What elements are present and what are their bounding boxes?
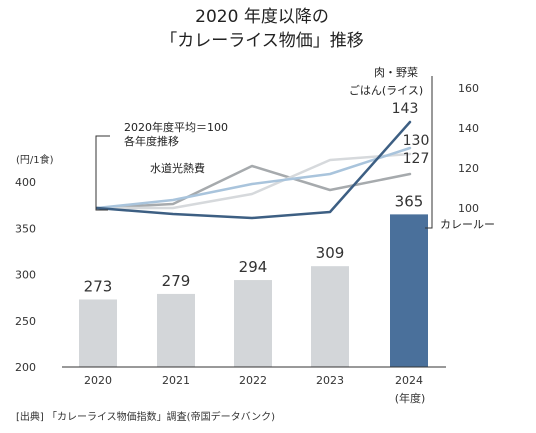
bar	[79, 299, 117, 367]
line-end-value: 127	[403, 151, 430, 167]
right-tick-label: 140	[458, 122, 479, 135]
x-tick-label: 2020	[84, 374, 112, 387]
bar	[234, 280, 272, 367]
series-line	[95, 164, 412, 210]
x-tick-label: 2023	[316, 374, 344, 387]
series-label: ごはん(ライス)	[349, 83, 423, 97]
left-tick-label: 200	[15, 361, 36, 374]
left-tick-label: 250	[15, 315, 36, 328]
series-label: 水道光熱費	[150, 161, 205, 175]
bar-value-label: 309	[316, 244, 345, 262]
right-tick-label: 120	[458, 162, 479, 175]
left-tick-label: 350	[15, 222, 36, 235]
x-tick-label: 2024	[395, 374, 423, 387]
bar	[311, 266, 349, 367]
bar-value-label: 273	[84, 277, 113, 295]
right-axis-bracket	[425, 76, 433, 229]
line-end-value: 143	[392, 101, 419, 117]
chart-title-line-2: 「カレーライス物価」推移	[160, 31, 364, 51]
baseline-note-line-1: 2020年度平均＝100	[124, 120, 228, 134]
bar-value-label: 294	[239, 258, 268, 276]
right-tick-label: 160	[458, 82, 479, 95]
bar-value-label: 365	[395, 192, 424, 210]
left-tick-label: 300	[15, 269, 36, 282]
series-label: 肉・野菜	[374, 66, 418, 79]
series-line	[95, 152, 412, 210]
left-axis-unit: (円/1食)	[16, 153, 54, 166]
bar	[157, 293, 195, 367]
left-tick-label: 400	[15, 176, 36, 189]
bar	[390, 214, 428, 367]
x-tick-label: 2022	[239, 374, 267, 387]
series-line	[95, 146, 412, 210]
source-note: [出典] 「カレーライス物価指数」調査(帝国データバンク)	[16, 410, 275, 423]
series-line	[95, 120, 412, 220]
right-tick-label: 100	[458, 202, 479, 215]
bar-value-label: 279	[162, 272, 191, 290]
line-end-value: 130	[403, 133, 430, 149]
x-tick-label: 2021	[162, 374, 190, 387]
baseline-bracket	[95, 135, 110, 211]
baseline-note-line-2: 各年度推移	[124, 134, 179, 148]
series-label: カレールー	[440, 218, 495, 231]
x-axis-sub-label: (年度)	[395, 391, 426, 405]
chart-title-line-1: 2020 年度以降の	[195, 7, 329, 27]
